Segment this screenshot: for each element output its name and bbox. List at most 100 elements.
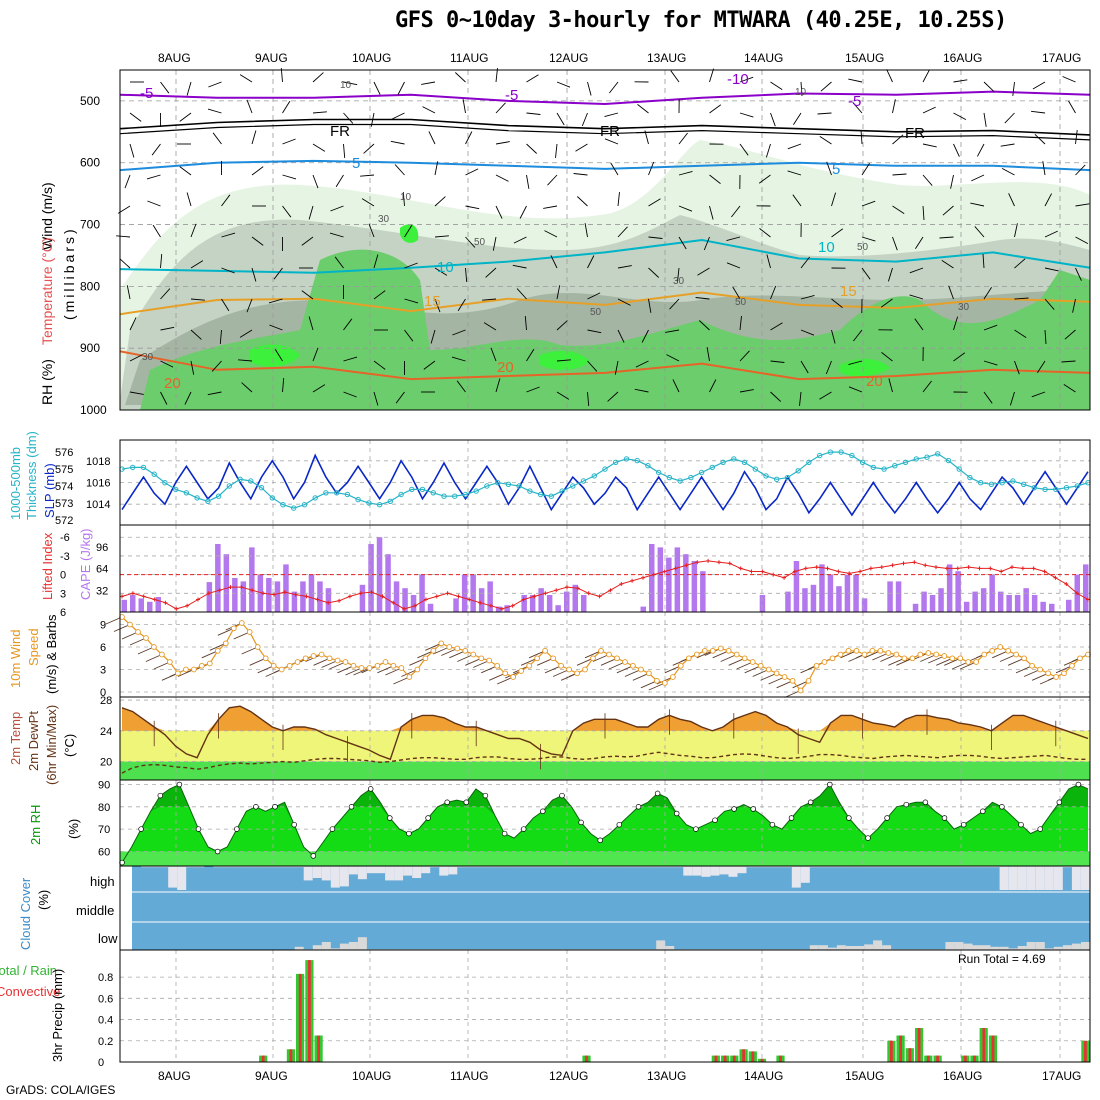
wind-barb <box>147 200 161 207</box>
cloud-high-bar <box>484 866 494 868</box>
precip-convective-bar <box>751 1051 755 1062</box>
wind-barb <box>343 112 354 124</box>
wind-speed-point <box>622 659 628 665</box>
lifted-index-point <box>999 569 1004 574</box>
wind-barb <box>732 286 741 300</box>
cape-bar <box>827 574 834 612</box>
y-tick-label: 80 <box>98 802 110 814</box>
rh-point <box>367 786 374 792</box>
rh-point <box>463 799 470 806</box>
wind-barb <box>909 267 924 274</box>
wind-barb <box>739 143 749 156</box>
rh-contour-label: 10 <box>400 192 412 203</box>
cloud-high-bar <box>222 866 232 868</box>
wind-barb <box>451 356 466 362</box>
cape-bar <box>1014 595 1021 612</box>
wind-barb <box>312 143 326 152</box>
precip-convective-bar <box>936 1055 939 1062</box>
cloud-high-bar <box>294 866 304 868</box>
wind-barb <box>744 665 761 674</box>
wind-speed-point <box>446 644 453 650</box>
lifted-index-point <box>326 600 331 605</box>
cape-bar <box>581 595 587 612</box>
thickness-point <box>248 478 254 484</box>
cloud-high-bar <box>945 866 955 868</box>
wind-barb <box>974 226 985 238</box>
wind-barb <box>556 285 561 300</box>
lifted-index-point <box>727 561 732 566</box>
wind-barb <box>587 81 592 96</box>
thickness-point <box>774 476 780 482</box>
cape-bar <box>955 571 961 612</box>
wind-barb <box>983 112 987 127</box>
thickness-point <box>258 485 265 491</box>
wind-barb <box>544 230 558 238</box>
y-tick-label: 574 <box>55 481 73 493</box>
lifted-index-point <box>120 594 124 599</box>
wind-speed-point <box>135 629 141 635</box>
rh-point <box>616 821 623 828</box>
wind-speed-point <box>183 666 189 673</box>
wind-barb <box>1075 130 1078 145</box>
wind-barb <box>441 648 458 656</box>
contour-label: 15 <box>424 293 441 310</box>
lifted-index-point <box>228 585 233 590</box>
thickness-point <box>355 496 361 503</box>
cloud-low-bar <box>873 940 883 950</box>
thickness-point <box>666 474 673 481</box>
wind-speed-point <box>326 655 333 662</box>
ylabel-convective: Convective <box>0 984 60 999</box>
thickness-point <box>291 505 297 511</box>
wind-barb <box>1001 168 1015 176</box>
cloud-high-bar <box>918 866 928 868</box>
wind-barb <box>1042 161 1046 176</box>
cape-bar <box>402 588 408 612</box>
cloud-high-bar <box>882 866 892 868</box>
wind-speed-point <box>1029 662 1035 669</box>
rh-point <box>540 808 546 815</box>
lifted-index-point <box>196 597 200 602</box>
thickness-point <box>580 478 587 484</box>
lifted-index-point <box>966 565 971 570</box>
cloud-high-bar <box>457 866 467 868</box>
ylabel-minmax: (6hr Min/Max) <box>44 705 59 785</box>
y-tick-label: -3 <box>60 551 70 563</box>
cloud-high-bar <box>746 866 756 868</box>
date-label-top: 14AUG <box>744 51 783 65</box>
precip-ylabel: 3hr Precip (mm) <box>50 969 65 1062</box>
wind-speed-point <box>781 674 788 680</box>
wind-barb <box>983 287 992 300</box>
precip-convective-bar <box>714 1055 718 1062</box>
wind-barb <box>709 205 714 220</box>
wind-barb <box>826 161 832 176</box>
cloud-high-bar <box>981 866 991 868</box>
wind-barb <box>624 669 642 677</box>
thickness-point <box>752 466 758 472</box>
wind-barb <box>953 79 968 83</box>
contour-label: FR <box>600 123 620 140</box>
rh-point <box>750 806 756 812</box>
y-tick-label: 700 <box>80 218 100 232</box>
thickness-point <box>731 456 737 462</box>
wind-speed-point <box>246 629 253 635</box>
wind-barb <box>872 652 889 661</box>
wind-barb <box>696 650 713 659</box>
wind-speed-point <box>877 647 884 654</box>
date-label-bottom: 8AUG <box>158 1069 191 1083</box>
wind-barb <box>776 680 793 689</box>
cloud-high-bar <box>1081 866 1090 890</box>
lifted-index-point <box>1042 569 1047 574</box>
rh-point <box>482 792 489 799</box>
wind-barb <box>852 102 863 114</box>
cloud-high-bar <box>972 866 982 868</box>
wind-barb <box>550 255 558 269</box>
thickness-point <box>194 495 200 501</box>
cape-bar <box>683 554 689 612</box>
wind-barb <box>953 112 967 120</box>
wind-barb <box>543 205 558 209</box>
wind-barb <box>190 223 197 238</box>
wind-barb <box>251 236 264 246</box>
thickness-point <box>495 480 501 486</box>
cape-bar <box>155 597 161 612</box>
lifted-index-point <box>706 558 711 563</box>
